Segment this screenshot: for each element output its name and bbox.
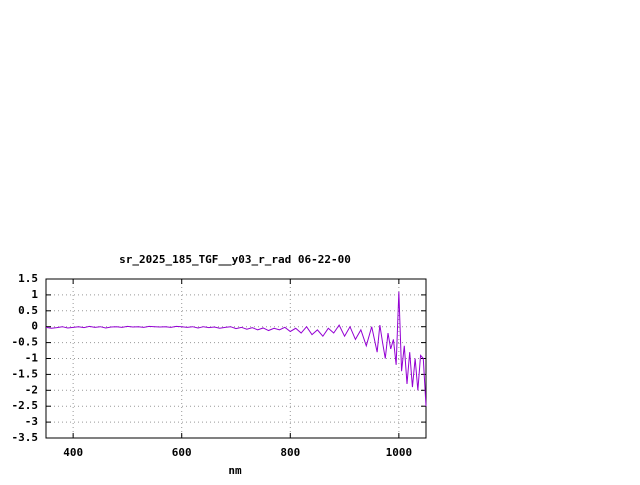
- y-tick-label: -3: [25, 415, 38, 428]
- x-tick-label: 400: [63, 446, 83, 459]
- plot-border: [45, 278, 427, 439]
- data-line: [45, 291, 427, 407]
- y-tick-label: 0: [31, 320, 38, 333]
- y-tick-label: -2.5: [12, 399, 39, 412]
- y-tick-label: 1.5: [18, 272, 38, 285]
- chart-title: sr_2025_185_TGF__y03_r_rad 06-22-00: [119, 253, 351, 266]
- x-tick-label: 1000: [386, 446, 413, 459]
- y-tick-label: -0.5: [12, 336, 39, 349]
- y-tick-label: 1: [31, 288, 38, 301]
- y-tick-label: -1: [25, 352, 39, 365]
- y-tick-label: -3.5: [12, 431, 39, 444]
- x-tick-label: 800: [280, 446, 300, 459]
- x-axis-label: nm: [228, 464, 242, 477]
- y-tick-label: 0.5: [18, 304, 38, 317]
- y-tick-label: -1.5: [12, 367, 39, 380]
- x-tick-label: 600: [172, 446, 192, 459]
- y-tick-label: -2: [25, 383, 38, 396]
